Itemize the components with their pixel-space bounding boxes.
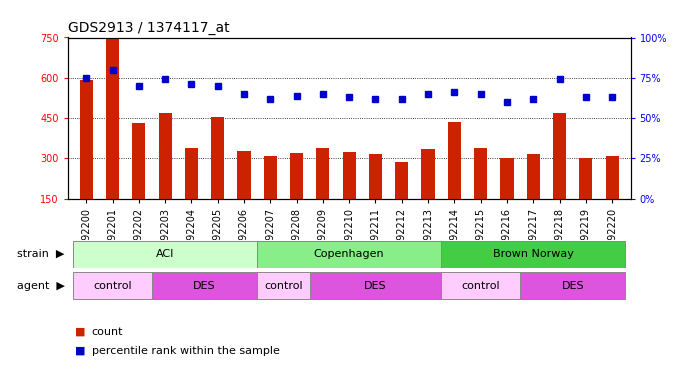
- Text: ■: ■: [75, 327, 85, 337]
- Bar: [317, 148, 330, 199]
- Bar: [264, 156, 277, 199]
- Text: percentile rank within the sample: percentile rank within the sample: [92, 346, 279, 355]
- Text: count: count: [92, 327, 123, 337]
- Bar: [579, 158, 593, 199]
- Text: DES: DES: [364, 281, 386, 291]
- Bar: [290, 153, 303, 199]
- Bar: [553, 113, 566, 199]
- Text: ACI: ACI: [156, 249, 174, 259]
- Bar: [441, 241, 625, 268]
- Bar: [237, 151, 251, 199]
- Bar: [257, 241, 441, 268]
- Bar: [605, 156, 619, 199]
- Text: control: control: [461, 281, 500, 291]
- Text: control: control: [264, 281, 303, 291]
- Bar: [527, 154, 540, 199]
- Text: agent  ▶: agent ▶: [16, 281, 64, 291]
- Bar: [257, 272, 310, 299]
- Text: strain  ▶: strain ▶: [17, 249, 64, 259]
- Text: DES: DES: [193, 281, 216, 291]
- Bar: [132, 123, 145, 199]
- Bar: [369, 154, 382, 199]
- Bar: [520, 272, 625, 299]
- Text: control: control: [93, 281, 132, 291]
- Bar: [474, 148, 487, 199]
- Text: Copenhagen: Copenhagen: [314, 249, 384, 259]
- Bar: [395, 162, 408, 199]
- Text: DES: DES: [561, 281, 584, 291]
- Bar: [185, 148, 198, 199]
- Bar: [310, 272, 441, 299]
- Text: Brown Norway: Brown Norway: [493, 249, 574, 259]
- Text: GDS2913 / 1374117_at: GDS2913 / 1374117_at: [68, 21, 229, 35]
- Bar: [159, 113, 172, 199]
- Bar: [441, 272, 520, 299]
- Bar: [500, 158, 513, 199]
- Bar: [152, 272, 257, 299]
- Bar: [79, 81, 93, 199]
- Text: ■: ■: [75, 346, 85, 355]
- Bar: [211, 117, 224, 199]
- Bar: [106, 38, 119, 199]
- Bar: [73, 272, 152, 299]
- Bar: [422, 149, 435, 199]
- Bar: [73, 241, 257, 268]
- Bar: [447, 122, 461, 199]
- Bar: [342, 152, 356, 199]
